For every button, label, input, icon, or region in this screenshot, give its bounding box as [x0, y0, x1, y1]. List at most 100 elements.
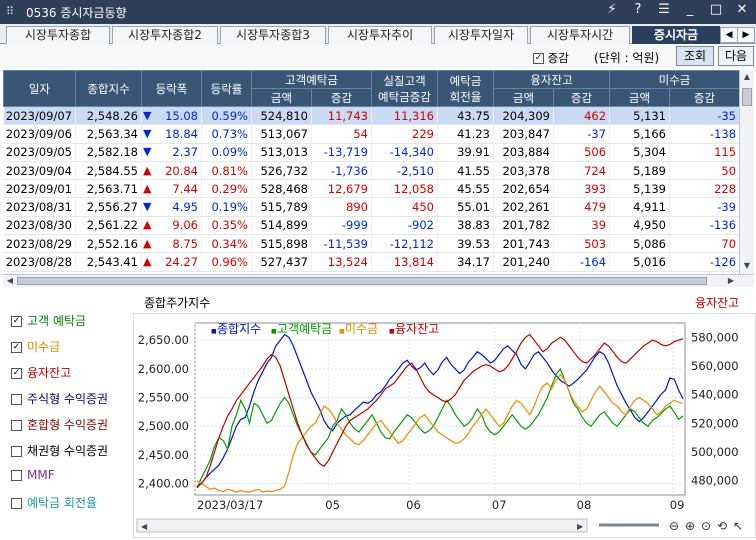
- scroll-right-icon[interactable]: ▶: [727, 276, 735, 285]
- chart-scroll-right-icon[interactable]: ▶: [577, 522, 584, 531]
- zoom-fit-icon[interactable]: ⊙: [701, 519, 711, 533]
- change-value: 24.27: [165, 255, 198, 270]
- cell-date: 2023/09/05: [3, 143, 76, 162]
- checkbox-box[interactable]: [11, 446, 22, 457]
- minimize-icon[interactable]: _: [686, 2, 694, 17]
- header-deposit[interactable]: 고객예탁금: [251, 70, 372, 89]
- table-row[interactable]: 2023/09/04 2,584.55 ▲ 20.84 0.81% 526,732 -1,7…: [3, 161, 739, 181]
- cell-index: 2,563.34: [75, 124, 142, 144]
- cell-turnover: 39.53: [437, 234, 494, 254]
- header-turnover[interactable]: 예탁금 회전율: [437, 70, 494, 107]
- table-row[interactable]: 2023/09/06 2,563.34 ▼ 18.84 0.73% 513,067 54 22…: [3, 124, 739, 144]
- checkbox-box[interactable]: ✓: [11, 342, 22, 353]
- hscroll-thumb[interactable]: [17, 277, 707, 285]
- cell-turnover: 39.91: [437, 143, 494, 162]
- increase-checkbox[interactable]: ✓ 증감: [533, 50, 569, 66]
- tab-market-summary-2[interactable]: 시장투자종합2: [112, 26, 218, 44]
- tab-stock-funds[interactable]: 증시자금: [632, 26, 720, 44]
- scroll-up-icon[interactable]: ▲: [743, 72, 751, 81]
- zoom-in-icon[interactable]: ⊕: [685, 519, 695, 533]
- table-row[interactable]: 2023/08/29 2,552.16 ▲ 8.75 0.34% 515,898 -11,5…: [3, 234, 739, 254]
- cell-unpaid-amount: 4,911: [609, 197, 671, 217]
- cell-change: ▼ 4.95: [141, 197, 202, 217]
- header-deposit-change[interactable]: 증감: [311, 88, 372, 107]
- tab-market-summary[interactable]: 시장투자종합: [6, 26, 110, 44]
- header-unpaid-change[interactable]: 증감: [669, 88, 739, 107]
- checkbox-box[interactable]: ✓: [533, 53, 544, 64]
- header-rate[interactable]: 등락률: [201, 70, 252, 107]
- series-toggle[interactable]: 주식형 수익증권: [11, 390, 108, 407]
- checkbox-box[interactable]: [11, 498, 22, 509]
- checkbox-box[interactable]: [11, 470, 22, 481]
- series-toggle[interactable]: MMF: [11, 468, 55, 482]
- header-change[interactable]: 등락폭: [141, 70, 202, 107]
- series-toggle[interactable]: 예탁금 회전율: [11, 494, 97, 511]
- cell-loan-amount: 201,240: [493, 252, 554, 272]
- menu-icon[interactable]: ☰: [658, 2, 670, 17]
- series-toggle[interactable]: 채권형 수익증권: [11, 442, 108, 459]
- pin-icon[interactable]: ⚡: [607, 2, 617, 17]
- header-index[interactable]: 종합지수: [75, 70, 142, 107]
- scroll-thumb[interactable]: [742, 88, 752, 106]
- checkbox-box[interactable]: ✓: [11, 316, 22, 327]
- chart-scroll-left-icon[interactable]: ◀: [141, 522, 148, 531]
- legend-label: 미수금: [345, 322, 378, 336]
- cell-unpaid-amount: 5,131: [609, 106, 671, 126]
- next-button[interactable]: 다음: [718, 46, 754, 66]
- tab-next-icon[interactable]: ▶: [737, 27, 755, 43]
- series-toggle[interactable]: ✓ 융자잔고: [11, 364, 71, 381]
- zoom-reset-icon[interactable]: ⟲: [717, 519, 727, 533]
- table-row[interactable]: 2023/08/30 2,561.22 ▲ 9.06 0.35% 514,899 -999-…: [3, 216, 739, 236]
- header-loan-balance[interactable]: 융자잔고: [492, 70, 611, 89]
- scroll-left-icon[interactable]: ◀: [6, 276, 14, 285]
- table-row[interactable]: 2023/09/01 2,563.71 ▲ 7.44 0.29% 528,468 12,67…: [3, 179, 739, 199]
- tab-market-summary-3[interactable]: 시장투자종합3: [220, 26, 326, 44]
- header-deposit-amount[interactable]: 금액: [251, 88, 312, 107]
- tab-market-daily[interactable]: 시장투자일자: [434, 26, 528, 44]
- tab-market-trend[interactable]: 시장투자추이: [328, 26, 432, 44]
- query-button[interactable]: 조회: [676, 46, 714, 66]
- series-toggle[interactable]: ✓ 고객 예탁금: [11, 312, 86, 329]
- header-loan-amount[interactable]: 금액: [493, 88, 554, 107]
- horizontal-scrollbar[interactable]: ◀ ▶: [3, 274, 754, 287]
- checkbox-box[interactable]: [11, 420, 22, 431]
- tab-prev-icon[interactable]: ◀: [720, 27, 738, 43]
- grip-icon[interactable]: ⠿: [6, 5, 15, 18]
- table-row[interactable]: 2023/08/28 2,543.41 ▲ 24.27 0.96% 527,437 13,5…: [3, 252, 739, 272]
- cursor-icon[interactable]: ↖: [733, 519, 743, 533]
- cell-loan-change: -37: [553, 124, 611, 144]
- table-row[interactable]: 2023/09/07 2,548.26 ▼ 15.08 0.59% 524,810 11,7…: [3, 106, 739, 126]
- series-line: [196, 373, 684, 493]
- header-loan-change[interactable]: 증감: [552, 88, 611, 107]
- series-toggle[interactable]: ✓ 미수금: [11, 338, 60, 355]
- tab-market-time[interactable]: 시장투자시간: [530, 26, 630, 44]
- legend-marker: ■: [271, 328, 277, 335]
- header-unpaid[interactable]: 미수금: [609, 70, 739, 89]
- cell-deposit-change: -999: [311, 216, 372, 236]
- header-date[interactable]: 일자: [3, 70, 76, 107]
- header-unpaid-amount[interactable]: 금액: [609, 88, 671, 107]
- close-icon[interactable]: ✕: [736, 2, 748, 17]
- right-tick-label: 520,000: [691, 416, 739, 430]
- right-tick-label: 540,000: [691, 388, 739, 402]
- checkbox-box[interactable]: [11, 394, 22, 405]
- scroll-down-icon[interactable]: ▼: [743, 261, 751, 270]
- checkbox-box[interactable]: ✓: [11, 368, 22, 379]
- table-row[interactable]: 2023/09/05 2,582.18 ▼ 2.37 0.09% 513,013 -13,7…: [3, 143, 739, 162]
- arrow-down-icon: ▼: [143, 145, 152, 159]
- cell-real-deposit-change: 12,058: [371, 179, 438, 199]
- table-row[interactable]: 2023/08/31 2,556.27 ▼ 4.95 0.19% 515,789 890 45…: [3, 197, 739, 217]
- tab-bar: 시장투자종합 시장투자종합2 시장투자종합3 시장투자추이 시장투자일자 시장투…: [0, 24, 756, 44]
- series-toggle[interactable]: 혼합형 수익증권: [11, 416, 108, 433]
- vertical-scrollbar[interactable]: ▲ ▼: [739, 70, 754, 274]
- cell-unpaid-change: 115: [669, 143, 739, 162]
- cell-loan-change: 479: [553, 197, 611, 217]
- cell-date: 2023/08/31: [3, 197, 76, 217]
- cell-change: ▼ 15.08: [141, 106, 202, 126]
- help-icon[interactable]: ?: [634, 2, 642, 17]
- header-real-deposit-change[interactable]: 실질고객 예탁금증감: [371, 70, 438, 107]
- zoom-out-icon[interactable]: ⊖: [669, 519, 679, 533]
- option-bar: [0, 44, 756, 68]
- maximize-icon[interactable]: □: [709, 2, 723, 17]
- cell-index: 2,543.41: [75, 252, 142, 272]
